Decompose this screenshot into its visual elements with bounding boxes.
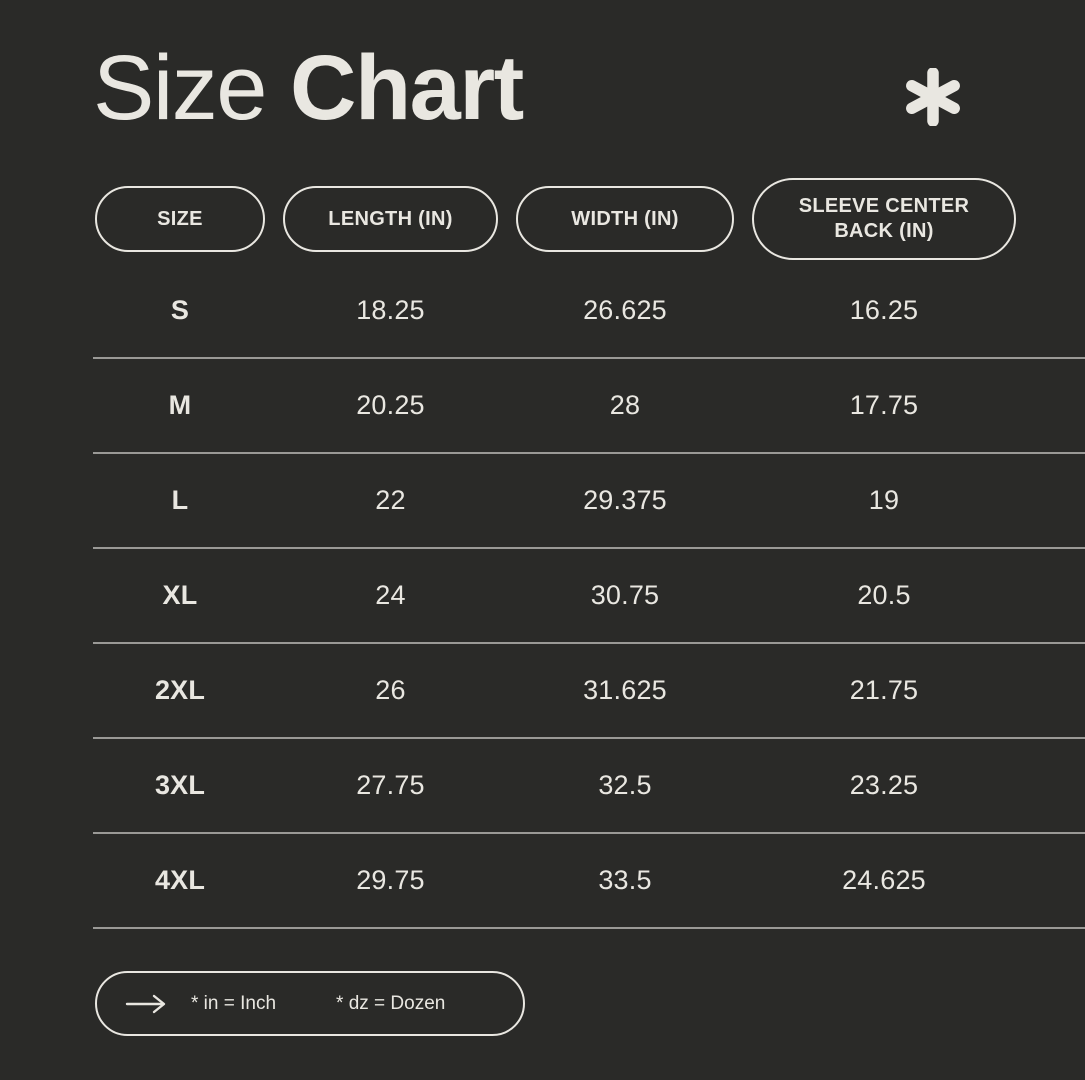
width-cell: 31.625 (583, 675, 667, 705)
footnote-dozen: * dz = Dozen (336, 992, 446, 1014)
size-cell: XL (162, 580, 198, 610)
length-cell: 26 (375, 675, 406, 705)
length-cell: 27.75 (356, 770, 425, 800)
width-cell: 29.375 (583, 485, 667, 515)
table-row: S 18.25 26.625 16.25 (93, 264, 1085, 359)
page-title-space (266, 37, 290, 139)
table-row: M 20.25 28 17.75 (93, 359, 1085, 454)
page-title: Size Chart (93, 37, 524, 139)
width-cell: 28 (609, 390, 641, 420)
column-header-size: SIZE (95, 186, 265, 252)
size-cell: 2XL (154, 675, 206, 705)
sleeve-cell: 17.75 (849, 390, 919, 420)
sleeve-cell: 19 (868, 485, 900, 515)
width-cell: 30.75 (590, 580, 660, 610)
length-cell: 24 (375, 580, 406, 610)
sleeve-cell: 16.25 (849, 295, 919, 325)
width-cell: 26.625 (583, 295, 667, 325)
sleeve-cell: 23.25 (849, 770, 919, 800)
table-row: 3XL 27.75 32.5 23.25 (93, 739, 1085, 834)
right-arrow-icon (125, 993, 167, 1015)
table-row: 4XL 29.75 33.5 24.625 (93, 834, 1085, 929)
table-row: L 22 29.375 19 (93, 454, 1085, 549)
sleeve-cell: 21.75 (849, 675, 919, 705)
column-header-width: WIDTH (IN) (516, 186, 734, 252)
asterisk-icon (904, 68, 962, 126)
column-header-length: LENGTH (IN) (283, 186, 498, 252)
footnote-inch: * in = Inch (191, 992, 277, 1014)
column-header-sleeve-center-back: SLEEVE CENTER BACK (IN) (752, 178, 1016, 260)
length-cell: 22 (375, 485, 406, 515)
sleeve-cell: 24.625 (842, 865, 926, 895)
width-cell: 33.5 (598, 865, 652, 895)
size-cell: 4XL (154, 865, 206, 895)
sleeve-cell: 20.5 (857, 580, 911, 610)
table-header-row: SIZE LENGTH (IN) WIDTH (IN) SLEEVE CENTE… (95, 178, 1016, 260)
size-table: S 18.25 26.625 16.25 M 20.25 28 17.75 L … (93, 264, 1085, 929)
page-title-regular: Size (93, 37, 267, 139)
table-row: XL 24 30.75 20.5 (93, 549, 1085, 644)
length-cell: 18.25 (356, 295, 425, 325)
size-cell: M (168, 390, 192, 420)
width-cell: 32.5 (598, 770, 652, 800)
page-title-bold: Chart (290, 37, 524, 139)
size-cell: 3XL (154, 770, 206, 800)
length-cell: 29.75 (356, 865, 425, 895)
size-cell: L (171, 485, 189, 515)
length-cell: 20.25 (356, 390, 425, 420)
table-row: 2XL 26 31.625 21.75 (93, 644, 1085, 739)
size-cell: S (170, 295, 190, 325)
footnote-pill: * in = Inch * dz = Dozen (95, 971, 525, 1036)
